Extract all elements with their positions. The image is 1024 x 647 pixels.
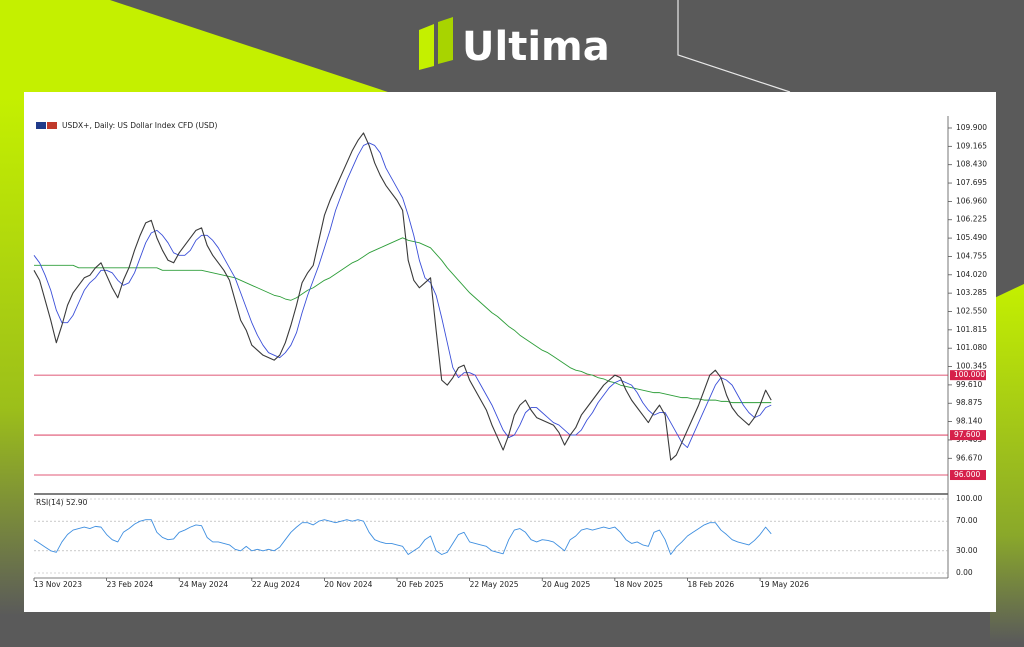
- series-line: [33, 142, 772, 449]
- y-tick-label: 96.670: [956, 453, 982, 462]
- x-tick-label: 20 Aug 2025: [542, 580, 590, 589]
- y-tick-label: 102.550: [956, 306, 987, 315]
- level-label: 100.000: [954, 370, 985, 379]
- x-tick-label: 23 Feb 2024: [107, 580, 154, 589]
- level-label-box: [950, 370, 986, 381]
- x-tick-label: 22 May 2025: [470, 580, 519, 589]
- y-tick-label: 107.695: [956, 178, 987, 187]
- rsi-title: RSI(14) 52.90: [36, 498, 88, 507]
- brand-name: Ultima: [462, 24, 610, 70]
- logo-mark: [419, 24, 434, 70]
- symbol-icon: [36, 122, 46, 129]
- series-line: [33, 519, 772, 555]
- level-label: 97.600: [954, 430, 980, 439]
- level-label-box: [950, 470, 986, 481]
- y-tick-label: 101.080: [956, 343, 987, 352]
- y-tick-label: 105.490: [956, 233, 987, 242]
- y-tick-label: 104.755: [956, 251, 987, 260]
- y-tick-label: 0.00: [956, 568, 973, 577]
- y-tick-label: 106.225: [956, 215, 987, 224]
- series-line: [33, 132, 772, 461]
- x-tick-label: 19 May 2026: [760, 580, 809, 589]
- x-tick-label: 18 Feb 2026: [687, 580, 734, 589]
- y-tick-label: 109.900: [956, 123, 987, 132]
- y-tick-label: 104.020: [956, 270, 987, 279]
- y-tick-label: 103.285: [956, 288, 987, 297]
- y-tick-label: 30.00: [956, 546, 978, 555]
- symbol-icon: [47, 122, 57, 129]
- x-tick-label: 18 Nov 2025: [615, 580, 663, 589]
- y-tick-label: 99.610: [956, 380, 982, 389]
- x-tick-label: 13 Nov 2023: [34, 580, 82, 589]
- x-tick-label: 20 Nov 2024: [324, 580, 372, 589]
- series-line: [34, 237, 772, 404]
- x-tick-label: 24 May 2024: [179, 580, 228, 589]
- level-label-box: [950, 430, 986, 441]
- outline-deco: [677, 0, 791, 93]
- y-tick-label: 101.815: [956, 325, 987, 334]
- y-tick-label: 70.00: [956, 516, 978, 525]
- y-tick-label: 98.875: [956, 398, 982, 407]
- logo: Ultima: [419, 17, 610, 70]
- accent-top: [0, 0, 400, 96]
- level-label: 96.000: [954, 470, 980, 479]
- y-tick-label: 100.00: [956, 494, 982, 503]
- y-tick-label: 98.140: [956, 417, 982, 426]
- y-tick-label: 106.960: [956, 196, 987, 205]
- y-tick-label: 100.345: [956, 362, 987, 371]
- accent-right: [990, 284, 1024, 643]
- x-tick-label: 22 Aug 2024: [252, 580, 300, 589]
- chart-panel: [24, 92, 996, 612]
- y-tick-label: 109.165: [956, 141, 987, 150]
- y-tick-label: 108.430: [956, 160, 987, 169]
- x-tick-label: 20 Feb 2025: [397, 580, 444, 589]
- chart-title: USDX+, Daily: US Dollar Index CFD (USD): [62, 121, 217, 130]
- logo-mark: [438, 17, 453, 64]
- accent-left: [0, 96, 26, 616]
